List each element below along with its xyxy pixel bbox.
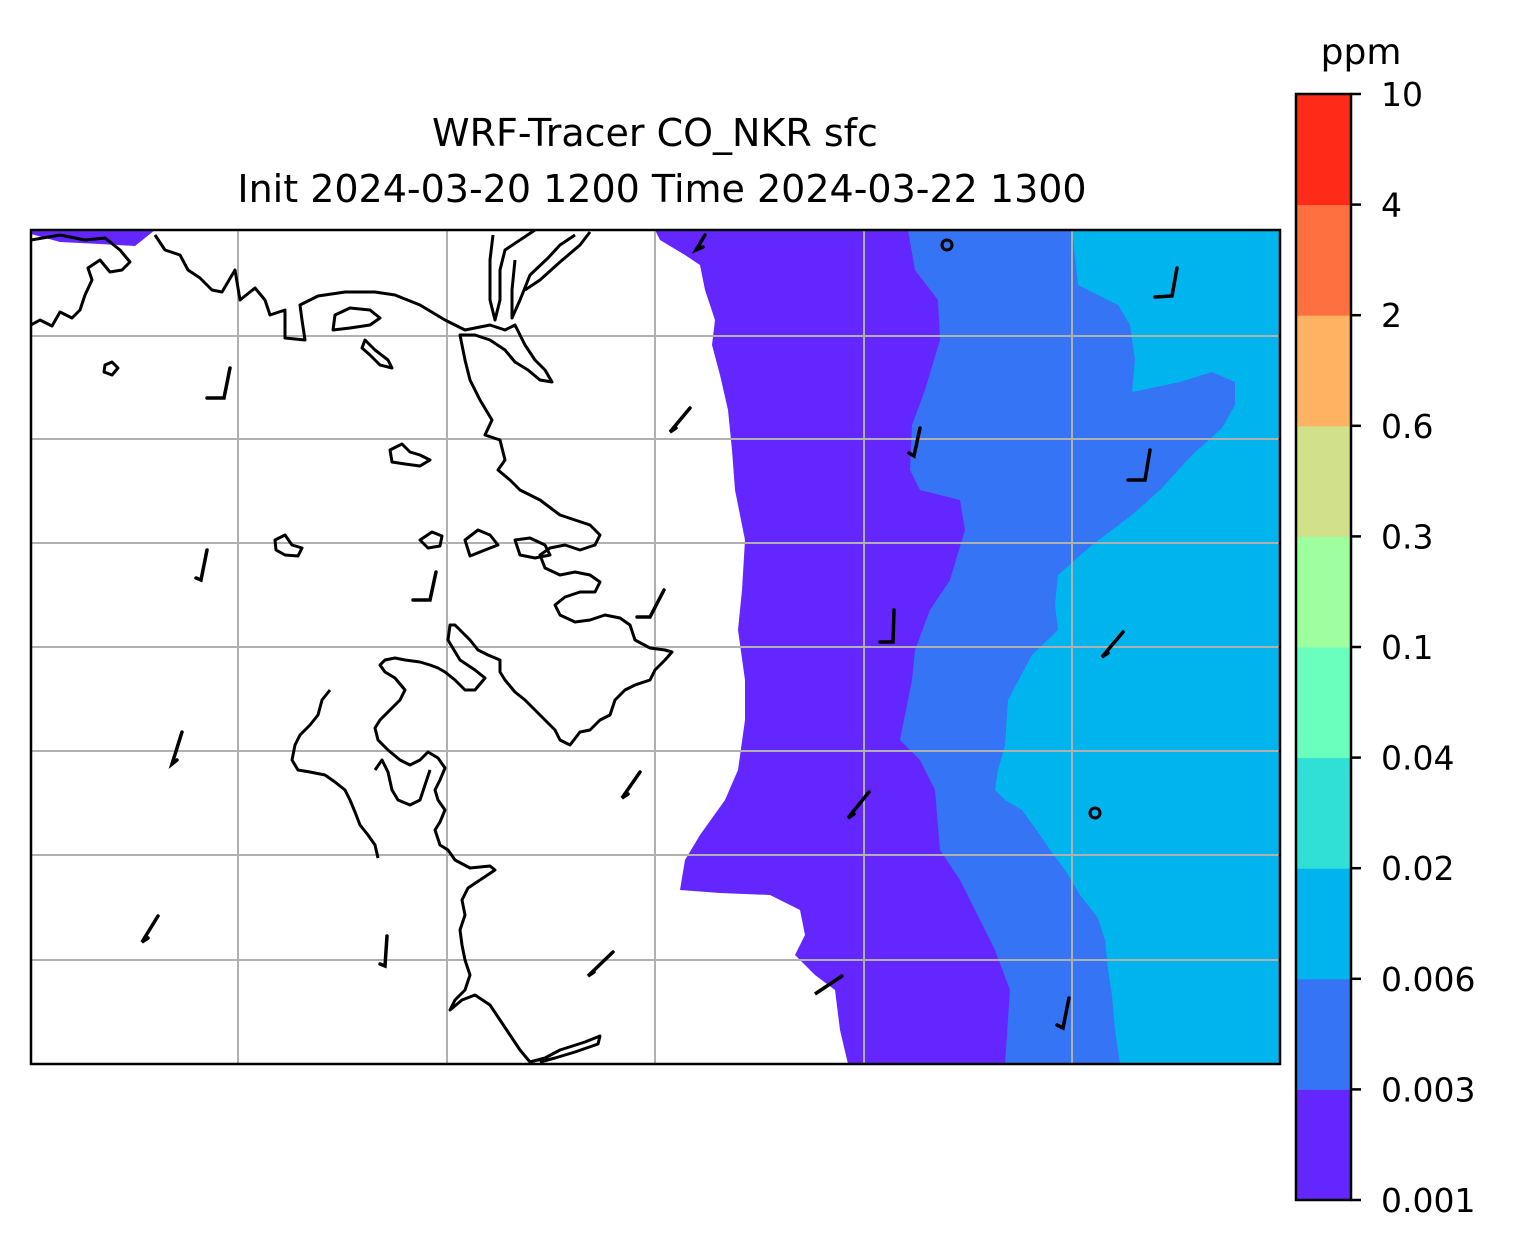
wind-barb [635,588,666,619]
wind-barb [1153,266,1179,299]
colorbar-segment [1296,1089,1351,1201]
coastline-inlet-west [290,689,380,859]
calm-wind-circle [940,238,954,252]
calm-wind-circle [1088,806,1102,820]
map-panel [31,230,1280,1064]
colorbar: 0.001 0.003 0.006 0.02 0.04 0.1 0.3 0.6 2 4 10 [1294,75,1475,1220]
wind-barb [586,950,615,978]
title-line-1: WRF-Tracer CO_NKR sfc [432,111,878,155]
wind-barb [907,426,922,459]
island-f [418,530,444,550]
colorbar-tick-label: 2 [1381,296,1402,335]
gridlines [31,230,1280,1064]
island-b [360,338,394,370]
coastline-inlet-mid [373,758,432,807]
wind-barb [814,974,844,996]
colorbar-segment [1296,94,1351,206]
colorbar-segment [1296,204,1351,316]
wind-barb [668,406,692,434]
wind-barb [205,366,232,400]
colorbar-tick-label: 0.04 [1381,739,1454,778]
colorbar-segment [1296,868,1351,980]
wind-barb [1100,630,1125,659]
wind-barb [1055,996,1071,1031]
colorbar-tick-label: 0.6 [1381,407,1433,446]
colorbar-tick-label: 0.1 [1381,628,1433,667]
map-frame [29,228,1282,1066]
wind-barb [878,608,896,644]
colorbar-segment [1296,978,1351,1090]
wind-barb [140,914,160,944]
colorbar-tick-label: 0.02 [1381,849,1454,888]
island-d [388,442,432,468]
wind-barb [1126,448,1152,482]
wind-barb [194,548,209,583]
coastline-north [31,233,132,328]
wind-barbs [140,233,1179,1031]
colorbar-tick-label: 0.006 [1381,960,1475,999]
coastline-fjord-2 [510,233,576,320]
island-a [331,306,382,332]
colorbar-tick-label: 0.003 [1381,1070,1475,1109]
colorbar-segment [1296,315,1351,427]
wind-barb [411,570,438,602]
wind-barb [846,790,871,820]
colorbar-tick-label: 0.001 [1381,1181,1475,1220]
colorbar-segment [1296,536,1351,648]
wind-barb [691,233,707,254]
wind-barb [378,934,389,969]
title-line-2: Init 2024-03-20 1200 Time 2024-03-22 130… [237,167,1086,211]
wind-barb [168,730,184,769]
coastline-fjord-3 [524,231,592,292]
colorbar-tick-label: 4 [1381,186,1402,225]
colorbar-segment [1296,425,1351,537]
colorbar-units-label: ppm [1321,32,1402,73]
colorbar-segment [1296,647,1351,759]
coastlines [31,230,674,1064]
coastline-fjord-1 [488,230,536,322]
island-e [273,533,304,558]
colorbar-segment [1296,757,1351,869]
colorbar-tick-label: 0.3 [1381,517,1433,556]
island-h [513,536,552,560]
wind-barb [620,770,642,800]
island-g [463,528,500,558]
coastline-main [153,234,674,1064]
colorbar-tick-label: 10 [1381,75,1423,114]
island-c [102,360,120,377]
calm-wind-markers [940,238,1102,820]
